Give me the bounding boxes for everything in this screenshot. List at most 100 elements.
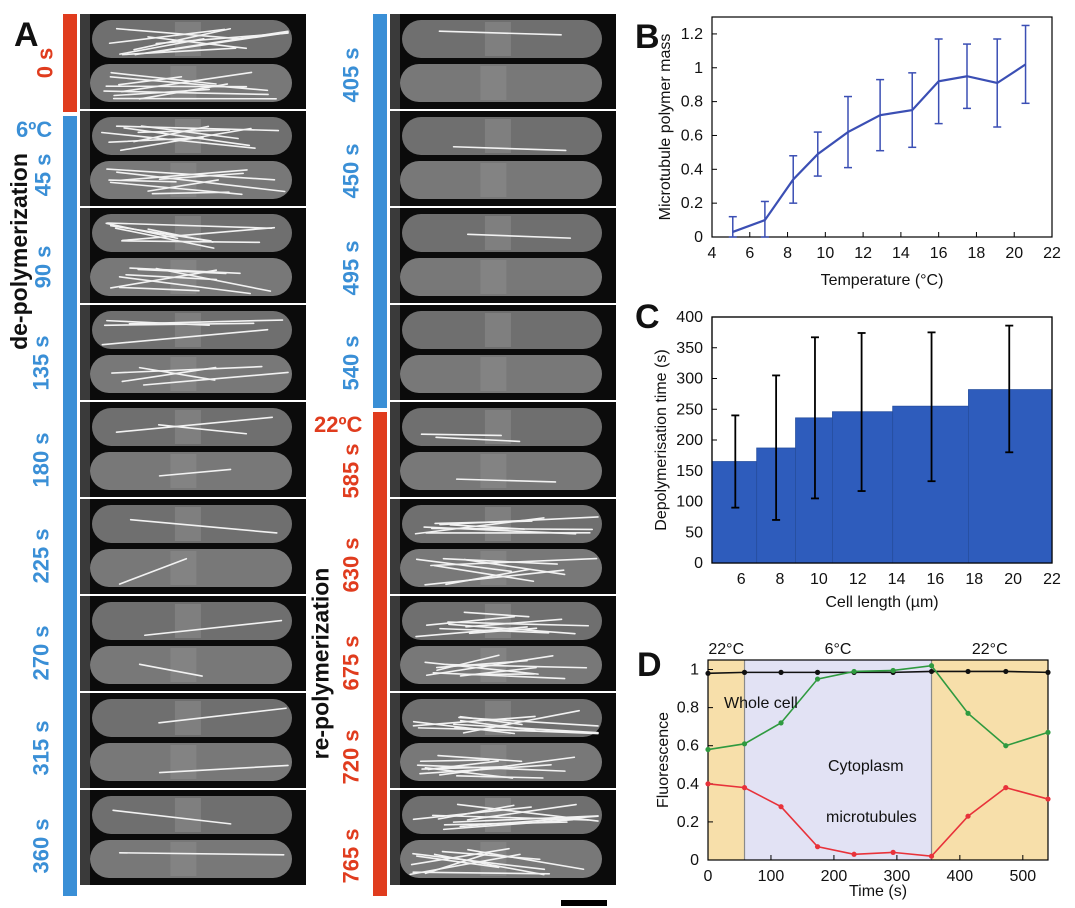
panel-c-bar-3 [832, 411, 894, 564]
panel-d-series-line-1 [707, 664, 1049, 751]
panel-b-x-axis-label: Temperature (°C) [821, 272, 944, 289]
time-label-left-5: 225 s [28, 528, 54, 584]
panel-d-series-0-point-9 [1045, 669, 1051, 675]
panel-d-region-label-1: 6°C [825, 641, 852, 658]
panel-d-series-1-point-8 [1003, 743, 1009, 749]
cold-phase-bar-left [63, 116, 77, 896]
panel-c-y-tick-label-3: 150 [676, 463, 703, 480]
panel-c-bar-5 [968, 389, 1053, 564]
panel-d-series-1-point-5 [890, 667, 896, 674]
panel-c-x-tick-label-1: 8 [776, 571, 785, 588]
panel-c-x-axis-label: Cell length (µm) [825, 594, 938, 611]
panel-d-series-1-point-6 [928, 663, 935, 669]
panel-c-plot-frame [711, 316, 1053, 564]
time-label-right-2: 495 s [338, 240, 364, 296]
time-label-right-8: 765 s [338, 828, 364, 884]
micrograph-tile-left-7 [80, 693, 306, 788]
panel-d-series-label-2: microtubules [826, 809, 917, 826]
panel-c-y-tick-label-0: 0 [694, 555, 703, 572]
panel-c-bar-4 [892, 405, 969, 564]
panel-d-region-2 [931, 660, 1048, 860]
panel-c-label: C [635, 298, 660, 336]
panel-c-y-tick-label-5: 250 [676, 401, 703, 418]
panel-d-x-tick-label-4: 400 [947, 868, 974, 885]
time-label-left-4: 180 s [28, 432, 54, 488]
micrograph-tile-right-2 [390, 208, 616, 303]
panel-b-x-tick-label-8: 20 [1005, 245, 1023, 262]
panel-d-series-1-point-1 [741, 741, 748, 747]
time-label-right-5: 630 s [338, 537, 364, 593]
panel-b-x-tick-label-7: 18 [968, 245, 986, 262]
panel-b-y-tick-label-4: 0.8 [681, 94, 703, 111]
panel-d-y-tick-label-2: 0.4 [677, 776, 699, 793]
panel-c-x-tick-label-2: 10 [810, 571, 828, 588]
panel-d-series-2-point-8 [1003, 785, 1009, 791]
panel-c-y-tick-label-4: 200 [676, 432, 703, 449]
panel-d-x-tick-label-3: 300 [884, 868, 911, 885]
panel-b-plot-frame [711, 16, 1053, 238]
micrograph-tile-left-4 [80, 402, 306, 497]
panel-d-y-tick-label-0: 0 [690, 852, 699, 869]
panel-c-bar-2 [795, 417, 833, 564]
panel-d-series-2-point-3 [814, 844, 821, 850]
panel-c-plot-frame-top [711, 316, 1053, 564]
panel-d-series-0-point-1 [741, 669, 748, 675]
panel-d-series-label-1: Cytoplasm [828, 758, 904, 775]
panel-b-y-tick-label-6: 1.2 [681, 26, 703, 43]
micrograph-tile-right-7 [390, 693, 616, 788]
warm-phase-bar-right [373, 412, 387, 896]
panel-b-y-axis-label: Microtubule polymer mass [657, 34, 674, 221]
panel-c-x-tick-label-4: 14 [888, 571, 906, 588]
panel-b-y-tick-label-5: 1 [694, 60, 703, 77]
warm-temp-label-right: 22ºC [314, 412, 363, 437]
time-label-left-8: 360 s [28, 818, 54, 874]
panel-d-series-2-point-1 [741, 785, 748, 791]
panel-d-series-line-2 [707, 783, 1049, 858]
panel-d-region-0 [708, 660, 745, 860]
panel-c-x-tick-label-7: 20 [1004, 571, 1022, 588]
panel-d-series-0-point-7 [965, 668, 971, 675]
warm-phase-bar-left [63, 14, 77, 112]
panel-d-series-2-point-4 [851, 851, 857, 857]
panel-d-series-2-point-2 [778, 804, 784, 810]
micrograph-tile-left-2 [80, 208, 306, 303]
panel-d-series-1-point-9 [1045, 729, 1051, 735]
time-label-right-6: 675 s [338, 635, 364, 691]
cold-temp-label-left: 6ºC [16, 117, 53, 142]
panel-d-y-tick-label-4: 0.8 [677, 700, 699, 717]
panel-b-x-tick-label-3: 10 [816, 245, 834, 262]
micrograph-tile-right-8 [390, 790, 616, 885]
panel-b-x-tick-label-1: 6 [745, 245, 754, 262]
panel-b-label: B [635, 18, 660, 56]
micrograph-tile-right-0 [390, 14, 616, 109]
panel-d-region-label-0: 22°C [708, 641, 744, 658]
panel-a-label: A [14, 16, 39, 54]
panel-b-y-tick-label-0: 0 [694, 229, 703, 246]
panel-b-x-tick-label-5: 14 [892, 245, 910, 262]
panel-d-y-axis-label: Fluorescence [655, 712, 672, 808]
time-label-right-4: 585 s [338, 443, 364, 499]
panel-c-y-axis-label: Depolymerisation time (s) [653, 349, 670, 530]
panel-c-x-tick-label-8: 22 [1043, 571, 1061, 588]
time-label-right-3: 540 s [338, 335, 364, 391]
panel-d-series-2-point-9 [1045, 796, 1051, 802]
panel-d-region-label-2: 22°C [972, 641, 1008, 658]
panel-d-series-0-point-8 [1003, 668, 1009, 675]
time-label-right-0: 405 s [338, 47, 364, 103]
panel-d-x-tick-label-2: 200 [821, 868, 848, 885]
panel-d-series-0-point-6 [928, 668, 935, 675]
scale-bar [561, 900, 607, 906]
panel-d-y-tick-label-1: 0.2 [677, 814, 699, 831]
panel-d-x-tick-label-5: 500 [1009, 868, 1036, 885]
panel-d-x-axis-label: Time (s) [849, 883, 907, 900]
panel-d-series-1-point-3 [814, 676, 821, 682]
micrograph-tile-left-3 [80, 305, 306, 400]
panel-d-series-0-point-0 [705, 670, 711, 676]
panel-d-series-0-point-4 [851, 669, 857, 675]
panel-c-y-tick-label-2: 100 [676, 494, 703, 511]
panel-d-series-1-point-2 [778, 720, 784, 726]
panel-d-series-label-0: Whole cell [724, 695, 798, 712]
micrograph-tile-left-1 [80, 111, 306, 206]
panel-b-y-tick-label-2: 0.4 [681, 161, 703, 178]
panel-b-x-tick-label-4: 12 [854, 245, 872, 262]
